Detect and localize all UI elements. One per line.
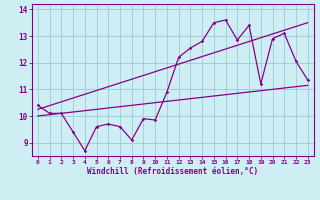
X-axis label: Windchill (Refroidissement éolien,°C): Windchill (Refroidissement éolien,°C)	[87, 167, 258, 176]
